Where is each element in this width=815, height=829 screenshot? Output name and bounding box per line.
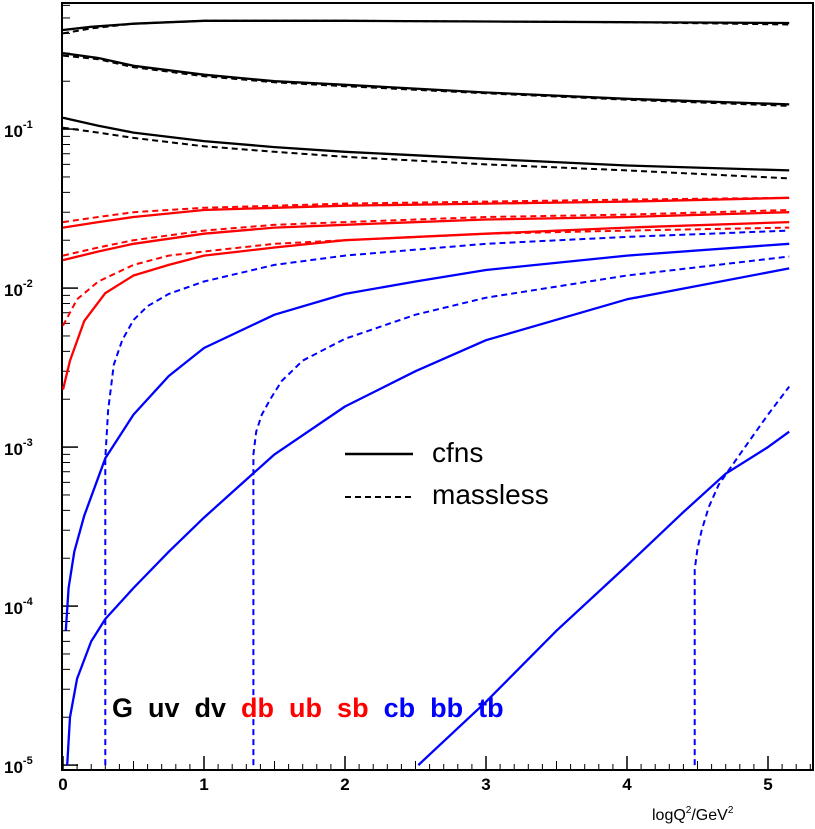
curve-ub-dashed <box>62 209 790 257</box>
x-tick-label: 2 <box>340 775 349 794</box>
legend-label-cfns: cfns <box>432 437 483 468</box>
y-tick-label: 10-2 <box>4 278 33 300</box>
x-tick-label: 3 <box>481 775 490 794</box>
legend: cfns massless <box>345 437 549 510</box>
x-tick-labels: 0 1 2 3 4 5 <box>58 775 772 794</box>
y-tick-exponent: -1 <box>23 119 33 131</box>
curve-tb-solid <box>417 430 790 766</box>
y-tick-exponent: -4 <box>23 596 34 608</box>
curve-bb-dashed <box>252 255 790 766</box>
x-label-sup-1: 2 <box>686 805 692 816</box>
curve-tb-dashed <box>693 385 790 766</box>
y-tick-label: 10-4 <box>4 596 34 618</box>
curve-uv-dashed <box>62 54 790 107</box>
legend-label-massless: massless <box>432 479 549 510</box>
curve-uv-solid <box>62 52 790 106</box>
flavor-label-dv: dv <box>180 693 227 723</box>
x-label-mid: /GeV <box>691 807 728 824</box>
x-tick-label: 5 <box>763 775 772 794</box>
flavor-label-G: G <box>112 693 133 723</box>
x-tick-label: 4 <box>622 775 632 794</box>
x-axis-label: logQ2/GeV2 <box>652 805 734 824</box>
y-tick-label: 10-1 <box>4 119 33 141</box>
flavor-label-sb: sb <box>322 693 369 723</box>
x-tick-label: 1 <box>199 775 208 794</box>
curve-db-solid <box>62 196 790 229</box>
y-tick-base: 10 <box>4 281 23 300</box>
curve-db-dashed <box>62 196 790 224</box>
curve-ub-solid <box>62 211 790 262</box>
curves <box>61 19 790 766</box>
flavor-label-cb: cb <box>369 693 416 723</box>
curve-dv-dashed <box>62 126 790 180</box>
y-tick-exponent: -5 <box>23 755 33 767</box>
curve-dv-solid <box>62 116 790 172</box>
y-tick-base: 10 <box>4 440 23 459</box>
axis-ticks <box>62 4 811 770</box>
flavor-label-db: db <box>226 693 274 723</box>
flavor-label-uv: uv <box>133 693 180 723</box>
flavor-label-tb: tb <box>463 693 504 723</box>
curve-bb-solid <box>66 267 790 766</box>
y-tick-base: 10 <box>4 758 23 777</box>
y-tick-base: 10 <box>4 599 23 618</box>
x-tick-label: 0 <box>58 775 67 794</box>
y-tick-labels: 10-110-210-310-410-5 <box>4 119 34 777</box>
y-tick-exponent: -2 <box>23 278 33 290</box>
y-tick-label: 10-5 <box>4 755 33 777</box>
y-tick-label: 10-3 <box>4 437 33 459</box>
y-tick-exponent: -3 <box>23 437 33 449</box>
x-label-prefix: logQ <box>652 807 686 824</box>
curve-cb-solid <box>64 242 790 631</box>
x-label-sup-2: 2 <box>728 805 734 816</box>
flavor-label-ub: ub <box>274 693 322 723</box>
plot-frame <box>61 2 814 771</box>
y-tick-base: 10 <box>4 122 23 141</box>
flavor-label-bb: bb <box>415 693 463 723</box>
flavor-labels: G uv dv db ub sb cb bb tb <box>112 693 504 723</box>
curve-G-dashed <box>62 19 790 35</box>
curve-cb-dashed <box>104 229 790 766</box>
